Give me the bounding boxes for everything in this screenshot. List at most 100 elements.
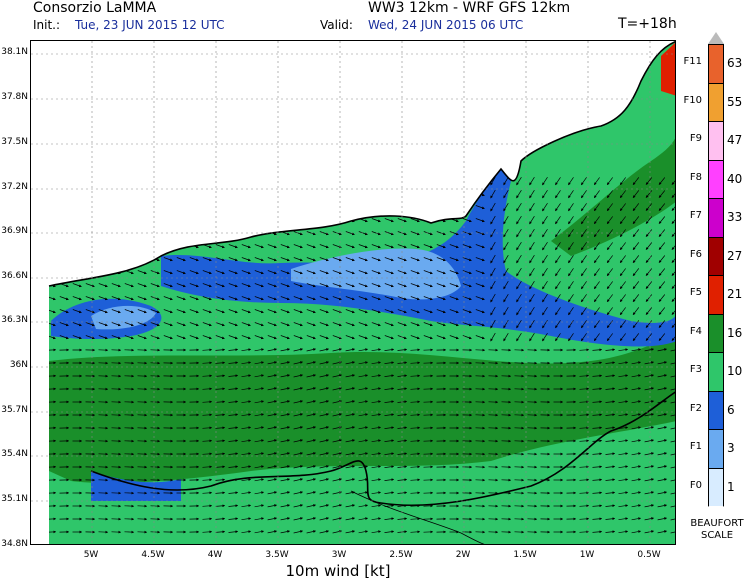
wind-arrow — [280, 439, 291, 443]
latitude-label: 38.1N — [1, 47, 28, 57]
wind-arrow — [371, 491, 382, 495]
wind-arrow — [293, 296, 303, 301]
wind-arrow — [618, 504, 629, 508]
wind-arrow — [358, 374, 369, 378]
wind-arrow — [592, 400, 603, 404]
wind-arrow — [436, 309, 446, 314]
scale-swatch — [708, 121, 724, 161]
wind-arrow — [306, 387, 317, 391]
coastline-south — [90, 391, 675, 507]
wind-arrow — [605, 439, 616, 443]
wind-arrow — [397, 517, 408, 521]
wind-arrow — [529, 177, 535, 186]
wind-arrow — [293, 478, 304, 482]
wind-arrow — [371, 218, 381, 223]
wind-arrow — [516, 216, 522, 225]
wind-arrow — [189, 335, 199, 340]
wind-arrow — [228, 296, 238, 301]
wind-arrow — [657, 361, 668, 365]
wind-arrow — [280, 244, 290, 249]
wind-arrow — [490, 254, 496, 264]
wind-arrow — [241, 491, 252, 495]
wind-arrow — [592, 465, 603, 469]
wind-arrow — [254, 387, 265, 391]
wind-arrow — [202, 257, 212, 262]
wind-arrow — [371, 452, 382, 456]
wind-arrow — [384, 465, 395, 469]
wind-arrow — [345, 400, 356, 404]
wind-arrow — [475, 257, 485, 262]
wind-arrow — [631, 413, 642, 417]
wind-arrow — [358, 335, 368, 340]
scale-swatch — [708, 352, 724, 392]
wind-arrow — [555, 242, 561, 251]
wind-arrow — [436, 335, 446, 340]
wind-arrow — [319, 322, 329, 327]
wind-arrow — [267, 452, 278, 456]
wind-arrow — [580, 307, 587, 316]
wind-arrow — [293, 361, 304, 365]
wind-arrow — [241, 335, 251, 340]
wind-arrow — [542, 229, 548, 238]
wind-arrow — [605, 465, 616, 469]
latitude-label: 36.3N — [1, 315, 28, 325]
wind-arrow — [98, 309, 108, 314]
wind-arrow — [516, 333, 522, 342]
wind-arrow — [241, 322, 251, 327]
wind-arrow — [529, 216, 535, 225]
wind-arrow — [241, 374, 252, 378]
wind-arrow — [137, 283, 147, 288]
wind-arrow — [306, 244, 316, 249]
wind-arrow — [241, 530, 252, 534]
kt-value-label: 40 — [727, 171, 743, 186]
wind-arrow — [592, 478, 603, 482]
wind-arrow — [358, 361, 369, 365]
wind-arrow — [606, 294, 613, 303]
wind-arrow — [542, 268, 548, 277]
wind-arrow — [618, 413, 629, 417]
wind-arrow — [358, 465, 369, 469]
wind-arrow — [618, 374, 629, 378]
wind-arrow — [306, 361, 317, 365]
wind-arrow — [371, 296, 381, 301]
wind-arrow — [645, 307, 653, 316]
wind-arrow — [371, 283, 381, 288]
wind-arrow — [267, 244, 277, 249]
wind-arrow — [657, 452, 668, 456]
wind-arrow — [345, 426, 356, 430]
wind-arrow — [371, 322, 381, 327]
beaufort-force-label: F10 — [683, 94, 702, 106]
wind-arrow — [72, 309, 82, 314]
wind-arrow — [371, 426, 382, 430]
wind-arrow — [397, 413, 408, 417]
wind-arrow — [516, 294, 522, 303]
wind-arrow — [592, 348, 603, 352]
wind-arrow — [568, 307, 574, 316]
wind-arrow — [345, 504, 356, 508]
wind-arrow — [319, 361, 330, 365]
wind-arrow — [241, 296, 251, 301]
wind-arrow — [410, 387, 421, 391]
wind-arrow — [606, 268, 613, 277]
wind-arrow — [293, 465, 304, 469]
wind-arrow — [293, 452, 304, 456]
wind-arrow — [280, 361, 291, 365]
wind-arrow — [267, 348, 278, 352]
wind-arrow — [280, 387, 291, 391]
wind-arrow — [371, 244, 381, 249]
wind-arrow — [189, 309, 199, 314]
wind-arrow — [542, 294, 548, 303]
longitude-label: 0.5W — [637, 550, 661, 560]
wind-arrow — [657, 517, 668, 521]
wind-arrow — [384, 257, 394, 262]
latitude-label: 35.7N — [1, 405, 28, 415]
wind-arrow — [267, 530, 278, 534]
wind-arrow — [542, 333, 548, 342]
wind-arrow — [228, 504, 239, 508]
wind-arrow — [568, 255, 574, 264]
wind-arrow — [618, 348, 629, 352]
latitude-label: 36N — [9, 360, 28, 370]
wind-arrow — [241, 270, 251, 275]
wind-arrow — [267, 465, 278, 469]
wind-arrow — [410, 374, 421, 378]
